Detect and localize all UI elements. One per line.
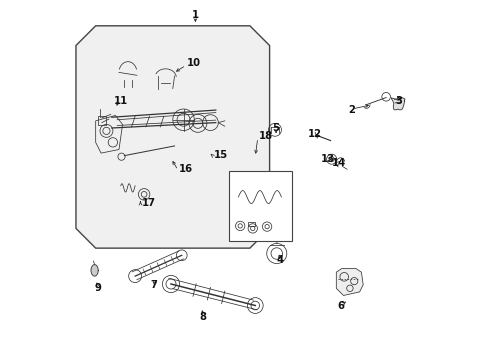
Bar: [98, 116, 106, 125]
Text: 12: 12: [307, 129, 321, 139]
Text: 3: 3: [394, 96, 401, 106]
Text: 11: 11: [113, 96, 127, 106]
Text: 4: 4: [276, 255, 283, 265]
Polygon shape: [390, 97, 404, 110]
Bar: [247, 222, 254, 226]
Bar: [229, 171, 292, 241]
Text: 8: 8: [200, 312, 206, 322]
Text: 7: 7: [150, 280, 157, 290]
Text: 5: 5: [272, 123, 279, 133]
Text: 15: 15: [214, 150, 228, 160]
Polygon shape: [76, 26, 269, 248]
Text: 9: 9: [94, 283, 101, 293]
Text: 13: 13: [320, 154, 334, 164]
Text: 16: 16: [179, 164, 193, 174]
Text: 6: 6: [337, 301, 344, 311]
Text: 18: 18: [258, 131, 272, 141]
Text: 2: 2: [348, 105, 355, 115]
Polygon shape: [336, 269, 363, 296]
Text: 17: 17: [142, 198, 155, 208]
Text: 14: 14: [331, 158, 345, 168]
Text: 10: 10: [187, 58, 201, 68]
Polygon shape: [91, 265, 98, 276]
Text: 1: 1: [191, 10, 199, 20]
